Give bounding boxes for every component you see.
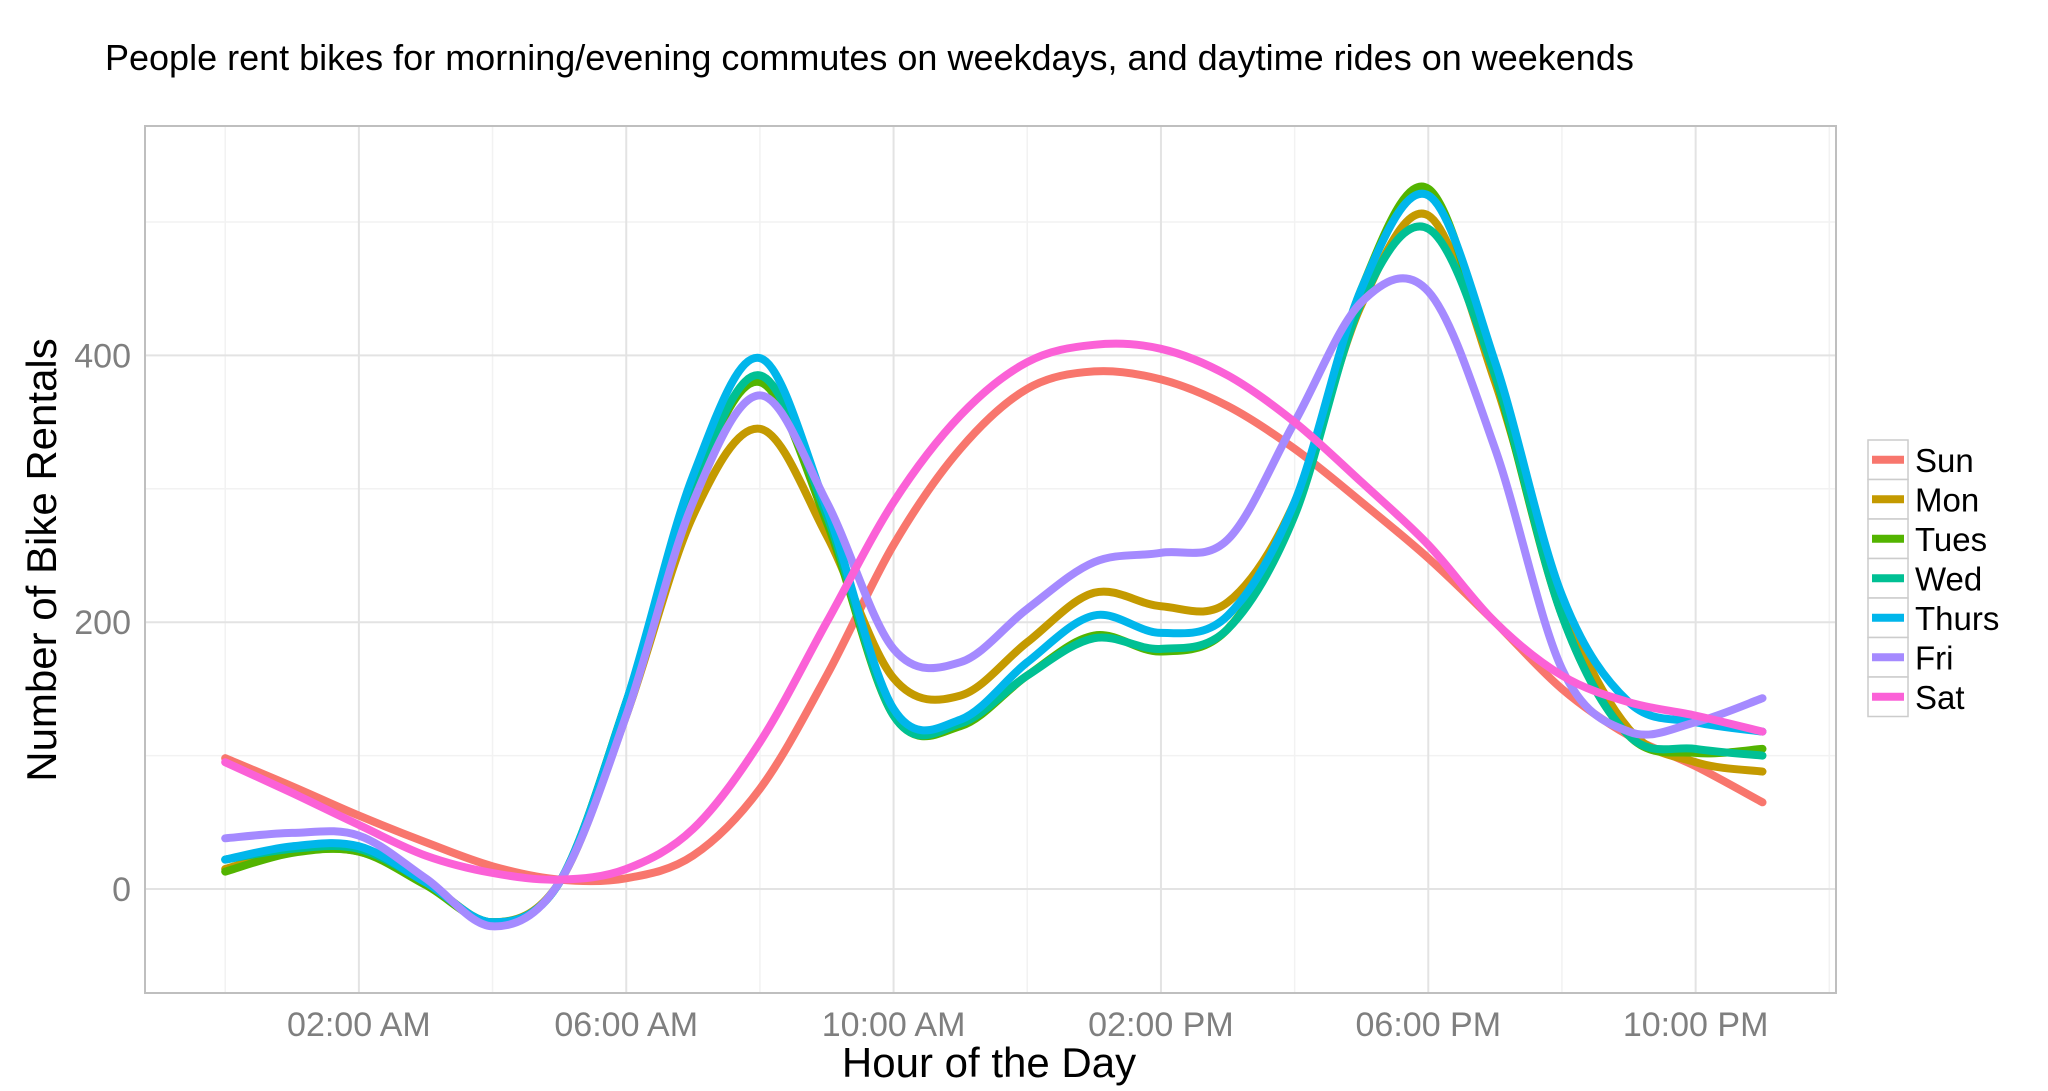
series-line-sat (221, 339, 1767, 884)
legend-label: Thurs (1915, 600, 1999, 637)
y-tick-label: 400 (74, 337, 131, 375)
y-tick-labels: 0 200 400 (74, 337, 131, 909)
legend-label: Sat (1915, 679, 1965, 716)
x-tick-label: 06:00 PM (1356, 1006, 1502, 1044)
x-tick-label: 10:00 AM (822, 1006, 966, 1044)
series-line-fri (221, 274, 1767, 931)
y-tick-label: 0 (112, 871, 131, 909)
series-lines (221, 182, 1767, 931)
grid-major (145, 126, 1836, 993)
y-axis-title: Number of Bike Rentals (18, 338, 65, 782)
x-tick-label: 02:00 PM (1088, 1006, 1234, 1044)
grid-minor (145, 126, 1836, 993)
plot-panel-border (144, 125, 1837, 994)
x-tick-label: 06:00 AM (554, 1006, 698, 1044)
legend-label: Tues (1915, 521, 1987, 558)
legend-label: Sun (1915, 442, 1974, 479)
legend-label: Fri (1915, 639, 1953, 676)
y-tick-label: 200 (74, 604, 131, 642)
legend-label: Wed (1915, 560, 1982, 597)
x-tick-labels: 02:00 AM 06:00 AM 10:00 AM 02:00 PM 06:00 PM… (287, 1006, 1768, 1044)
legend-label: Mon (1915, 481, 1979, 518)
chart-title: People rent bikes for morning/evening co… (105, 37, 1634, 78)
x-tick-label: 02:00 AM (287, 1006, 431, 1044)
x-tick-label: 10:00 PM (1623, 1006, 1769, 1044)
x-axis-title: Hour of the Day (842, 1039, 1136, 1086)
